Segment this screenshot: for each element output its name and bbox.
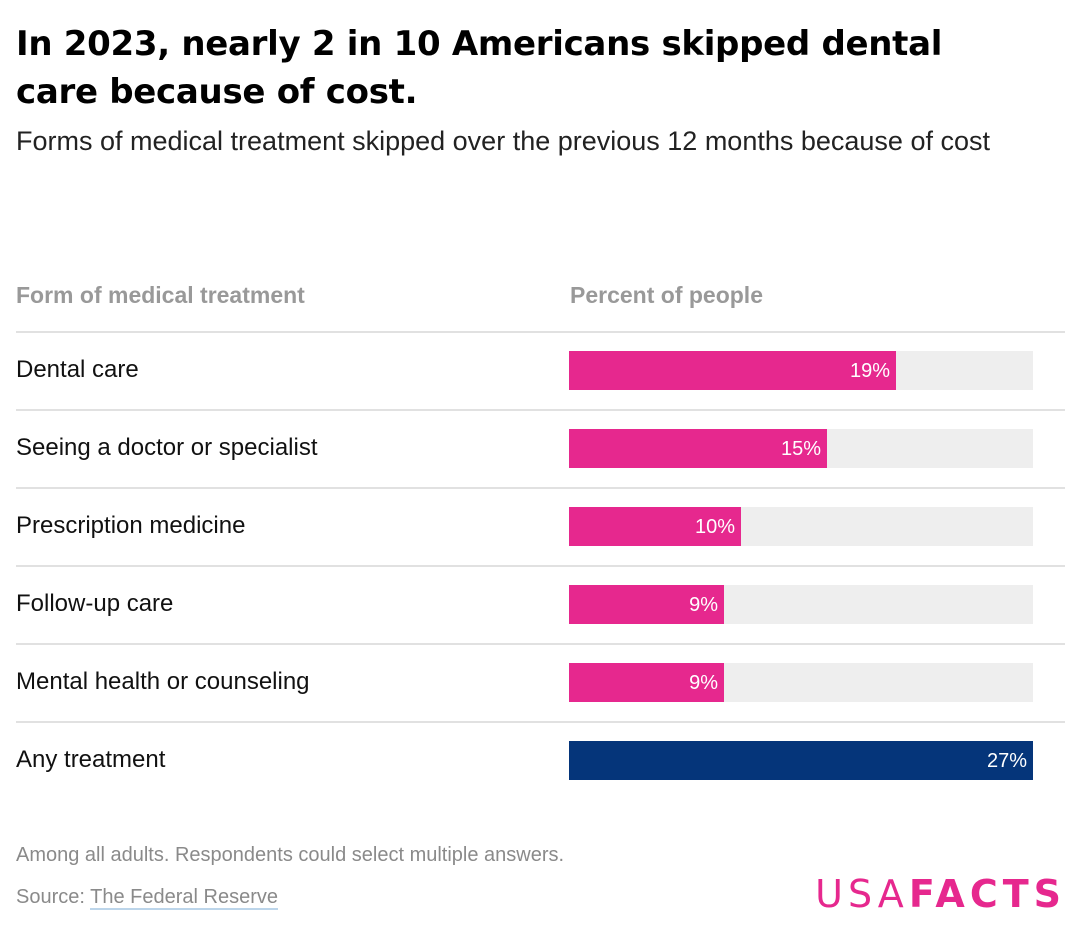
usafacts-logo: USAFACTS (815, 872, 1066, 916)
bar-value-label: 9% (689, 594, 718, 616)
source-link[interactable]: The Federal Reserve (90, 886, 278, 910)
bar-value-label: 19% (849, 360, 890, 382)
bar-value-label: 15% (780, 438, 821, 460)
category-label: Mental health or counseling (16, 668, 310, 695)
bar (569, 663, 724, 702)
column-header-treatment: Form of medical treatment (16, 282, 305, 308)
source-prefix: Source: (16, 886, 91, 908)
row-divider (16, 331, 1065, 333)
bar (569, 351, 896, 390)
row-divider (16, 643, 1065, 645)
category-label: Seeing a doctor or specialist (16, 434, 318, 461)
bar (569, 741, 1033, 780)
category-label: Any treatment (16, 746, 166, 773)
category-label: Follow-up care (16, 590, 174, 617)
bar-value-label: 27% (986, 750, 1027, 772)
bar (569, 507, 741, 546)
bar (569, 585, 724, 624)
row-divider (16, 487, 1065, 489)
category-label: Prescription medicine (16, 512, 246, 539)
bar-value-label: 10% (694, 516, 735, 538)
logo-part-facts: FACTS (908, 872, 1066, 916)
column-header-percent: Percent of people (570, 282, 763, 308)
source-line: Source: The Federal Reserve (16, 886, 278, 910)
category-label: Dental care (16, 356, 139, 383)
logo-part-usa: USA (815, 872, 909, 916)
chart-title: In 2023, nearly 2 in 10 Americans skippe… (16, 24, 943, 112)
chart-subtitle: Forms of medical treatment skipped over … (16, 126, 990, 156)
row-divider (16, 409, 1065, 411)
bar-value-label: 9% (689, 672, 718, 694)
footnote: Among all adults. Respondents could sele… (16, 844, 565, 866)
bar (569, 429, 827, 468)
row-divider (16, 565, 1065, 567)
row-divider (16, 721, 1065, 723)
